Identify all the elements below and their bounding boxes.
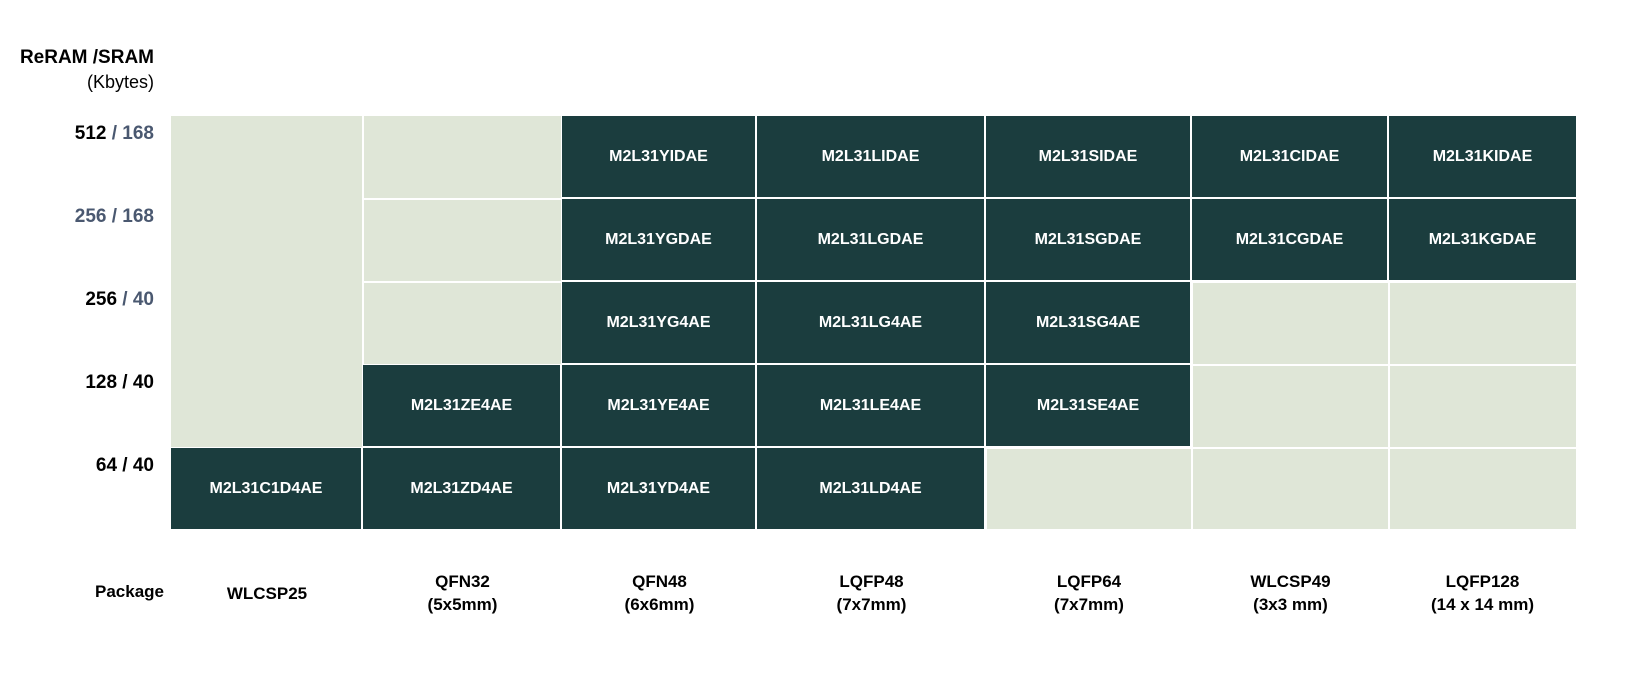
row-label-reram: 256 bbox=[85, 289, 118, 310]
row-label: 512 / 168 bbox=[75, 123, 154, 145]
axis-title-line2: (Kbytes) bbox=[86, 72, 154, 92]
axis-title: ReRAM /SRAM (Kbytes) bbox=[20, 45, 154, 95]
part-number-cell: M2L31YG4AE bbox=[562, 282, 757, 365]
package-label: QFN32 (5x5mm) bbox=[353, 570, 573, 616]
axis-title-line1: ReRAM /SRAM bbox=[19, 47, 154, 68]
grid-divider-vertical bbox=[362, 116, 364, 529]
package-size: (7x7mm) bbox=[1054, 595, 1124, 614]
row-label-sram: 40 bbox=[132, 455, 154, 476]
row-label: 64 / 40 bbox=[96, 455, 154, 477]
part-number-cell: M2L31ZD4AE bbox=[363, 448, 562, 529]
part-number-cell: M2L31C1D4AE bbox=[171, 448, 363, 529]
row-label-reram: 512 bbox=[74, 123, 107, 144]
package-label: LQFP64 (7x7mm) bbox=[979, 570, 1199, 616]
part-number-cell: M2L31KIDAE bbox=[1389, 116, 1576, 199]
package-label: LQFP48 (7x7mm) bbox=[762, 570, 982, 616]
row-label: 256 / 40 bbox=[85, 289, 154, 311]
row-label-sram: 168 bbox=[122, 123, 154, 144]
row-label-separator: / bbox=[106, 206, 123, 227]
package-size: (5x5mm) bbox=[427, 595, 498, 614]
grid-divider-vertical bbox=[1388, 116, 1390, 529]
row-label-reram: 64 bbox=[95, 455, 118, 476]
row-label-reram: 256 bbox=[74, 206, 107, 227]
part-number-cell: M2L31YGDAE bbox=[562, 199, 757, 282]
package-name: LQFP128 bbox=[1445, 572, 1520, 591]
grid-divider-vertical bbox=[1191, 116, 1193, 529]
package-label: WLCSP25 bbox=[157, 582, 377, 605]
part-number-cell: M2L31LIDAE bbox=[757, 116, 986, 199]
package-name: WLCSP49 bbox=[1250, 572, 1331, 591]
package-name: WLCSP25 bbox=[226, 584, 308, 603]
package-name: QFN32 bbox=[435, 572, 490, 591]
part-number-cell: M2L31YD4AE bbox=[562, 448, 757, 529]
part-number-cell: M2L31SE4AE bbox=[986, 365, 1192, 448]
part-number-cell: M2L31LE4AE bbox=[757, 365, 986, 448]
part-number-cell: M2L31LG4AE bbox=[757, 282, 986, 365]
package-name: LQFP64 bbox=[1056, 572, 1122, 591]
package-size: (7x7mm) bbox=[836, 595, 907, 614]
package-header: Package bbox=[95, 582, 164, 601]
row-label-sram: 40 bbox=[132, 289, 154, 310]
part-number-cell: M2L31SGDAE bbox=[986, 199, 1192, 282]
part-number-cell: M2L31LD4AE bbox=[757, 448, 986, 529]
row-label-separator: / bbox=[117, 372, 133, 393]
package-label: WLCSP49 (3x3 mm) bbox=[1181, 570, 1401, 616]
package-size: (6x6mm) bbox=[624, 595, 695, 614]
package-name: LQFP48 bbox=[839, 572, 904, 591]
package-label: LQFP128 (14 x 14 mm) bbox=[1373, 570, 1593, 616]
row-label-separator: / bbox=[117, 455, 133, 476]
part-number-cell: M2L31CIDAE bbox=[1192, 116, 1389, 199]
row-label-sram: 168 bbox=[122, 206, 154, 227]
part-number-cell: M2L31CGDAE bbox=[1192, 199, 1389, 282]
row-label: 256 / 168 bbox=[75, 206, 154, 228]
row-label: 128 / 40 bbox=[85, 372, 154, 394]
row-label-separator: / bbox=[117, 289, 133, 310]
row-label-reram: 128 bbox=[85, 372, 118, 393]
package-name: QFN48 bbox=[632, 572, 687, 591]
part-number-cell: M2L31YIDAE bbox=[562, 116, 757, 199]
package-size: (3x3 mm) bbox=[1253, 595, 1328, 614]
row-label-separator: / bbox=[106, 123, 123, 144]
product-matrix: M2L31YIDAE M2L31LIDAE M2L31SIDAE M2L31CIDAE… bbox=[171, 116, 1576, 529]
part-number-cell: M2L31SIDAE bbox=[986, 116, 1192, 199]
part-number-cell: M2L31SG4AE bbox=[986, 282, 1192, 365]
part-number-cell: M2L31YE4AE bbox=[562, 365, 757, 448]
package-label: QFN48 (6x6mm) bbox=[550, 570, 770, 616]
part-number-cell: M2L31KGDAE bbox=[1389, 199, 1576, 282]
part-number-cell: M2L31ZE4AE bbox=[363, 365, 562, 448]
package-size: (14 x 14 mm) bbox=[1431, 595, 1534, 614]
part-number-cell: M2L31LGDAE bbox=[757, 199, 986, 282]
row-label-sram: 40 bbox=[132, 372, 154, 393]
